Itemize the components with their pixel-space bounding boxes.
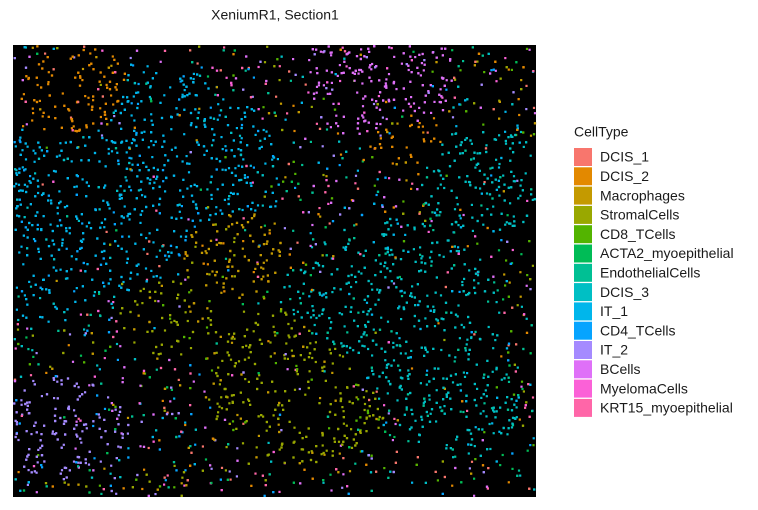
legend-key xyxy=(574,360,592,379)
legend-label: DCIS_3 xyxy=(600,284,649,300)
legend-key xyxy=(574,302,592,321)
legend-key xyxy=(574,283,592,302)
legend-label: IT_2 xyxy=(600,342,628,358)
legend-label: StromalCells xyxy=(600,207,679,223)
legend-key xyxy=(574,205,592,224)
legend-key xyxy=(574,225,592,244)
legend-label: Macrophages xyxy=(600,187,685,203)
legend-label: EndothelialCells xyxy=(600,265,700,281)
legend-key xyxy=(574,186,592,205)
legend-label: ACTA2_myoepithelial xyxy=(600,245,734,261)
legend-key xyxy=(574,148,592,166)
legend-label: DCIS_2 xyxy=(600,168,649,184)
plot-panel xyxy=(13,45,537,497)
legend-title: CellType xyxy=(574,124,629,140)
legend-key xyxy=(574,263,592,282)
legend: DCIS_1 DCIS_2 Macrophages StromalCells CD8_T… xyxy=(574,148,734,417)
legend-key xyxy=(574,321,592,340)
legend-label: BCells xyxy=(600,361,640,377)
legend-key xyxy=(574,379,592,398)
panel-background xyxy=(13,45,536,497)
legend-label: CD8_TCells xyxy=(600,226,675,242)
legend-label: CD4_TCells xyxy=(600,322,675,338)
legend-label: DCIS_1 xyxy=(600,149,649,165)
legend-label: IT_1 xyxy=(600,303,628,319)
cell-dots xyxy=(13,45,537,497)
legend-key xyxy=(574,398,592,417)
legend-key xyxy=(574,341,592,359)
legend-label: KRT15_myoepithelial xyxy=(600,400,733,416)
legend-label: MyelomaCells xyxy=(600,380,688,396)
legend-key xyxy=(574,244,592,263)
chart-title: XeniumR1, Section1 xyxy=(211,7,339,23)
legend-key xyxy=(574,167,592,186)
